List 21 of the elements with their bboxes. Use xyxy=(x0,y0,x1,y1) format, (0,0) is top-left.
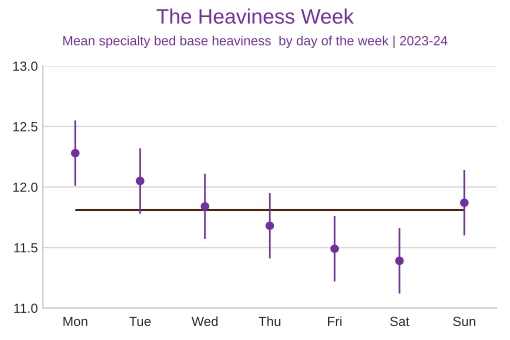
x-tick-label: Mon xyxy=(64,316,88,326)
point xyxy=(330,244,339,254)
point xyxy=(266,221,274,230)
x-tick-label: Wed xyxy=(192,316,218,326)
point xyxy=(460,198,469,208)
y-tick-label: 12.5 xyxy=(13,122,38,132)
chart-subtitle: Mean specialty bed base heaviness by day of the week | 2023-24 xyxy=(63,36,448,48)
chart-title: The Heaviness Week xyxy=(156,8,354,24)
point xyxy=(200,202,210,211)
point xyxy=(136,176,144,186)
x-tick-label: Sun xyxy=(453,316,476,326)
x-tick-label: Tue xyxy=(129,316,151,326)
y-tick-label: 12.0 xyxy=(13,182,38,192)
x-tick-label: Fri xyxy=(328,316,342,326)
y-tick-label: 13.0 xyxy=(13,62,38,71)
x-tick-label: Sat xyxy=(390,316,410,326)
point xyxy=(70,148,80,158)
y-tick-label: 11.5 xyxy=(14,243,38,252)
point xyxy=(395,256,404,266)
x-tick-label: Thu xyxy=(258,316,280,326)
y-tick-label: 11.0 xyxy=(14,304,38,313)
